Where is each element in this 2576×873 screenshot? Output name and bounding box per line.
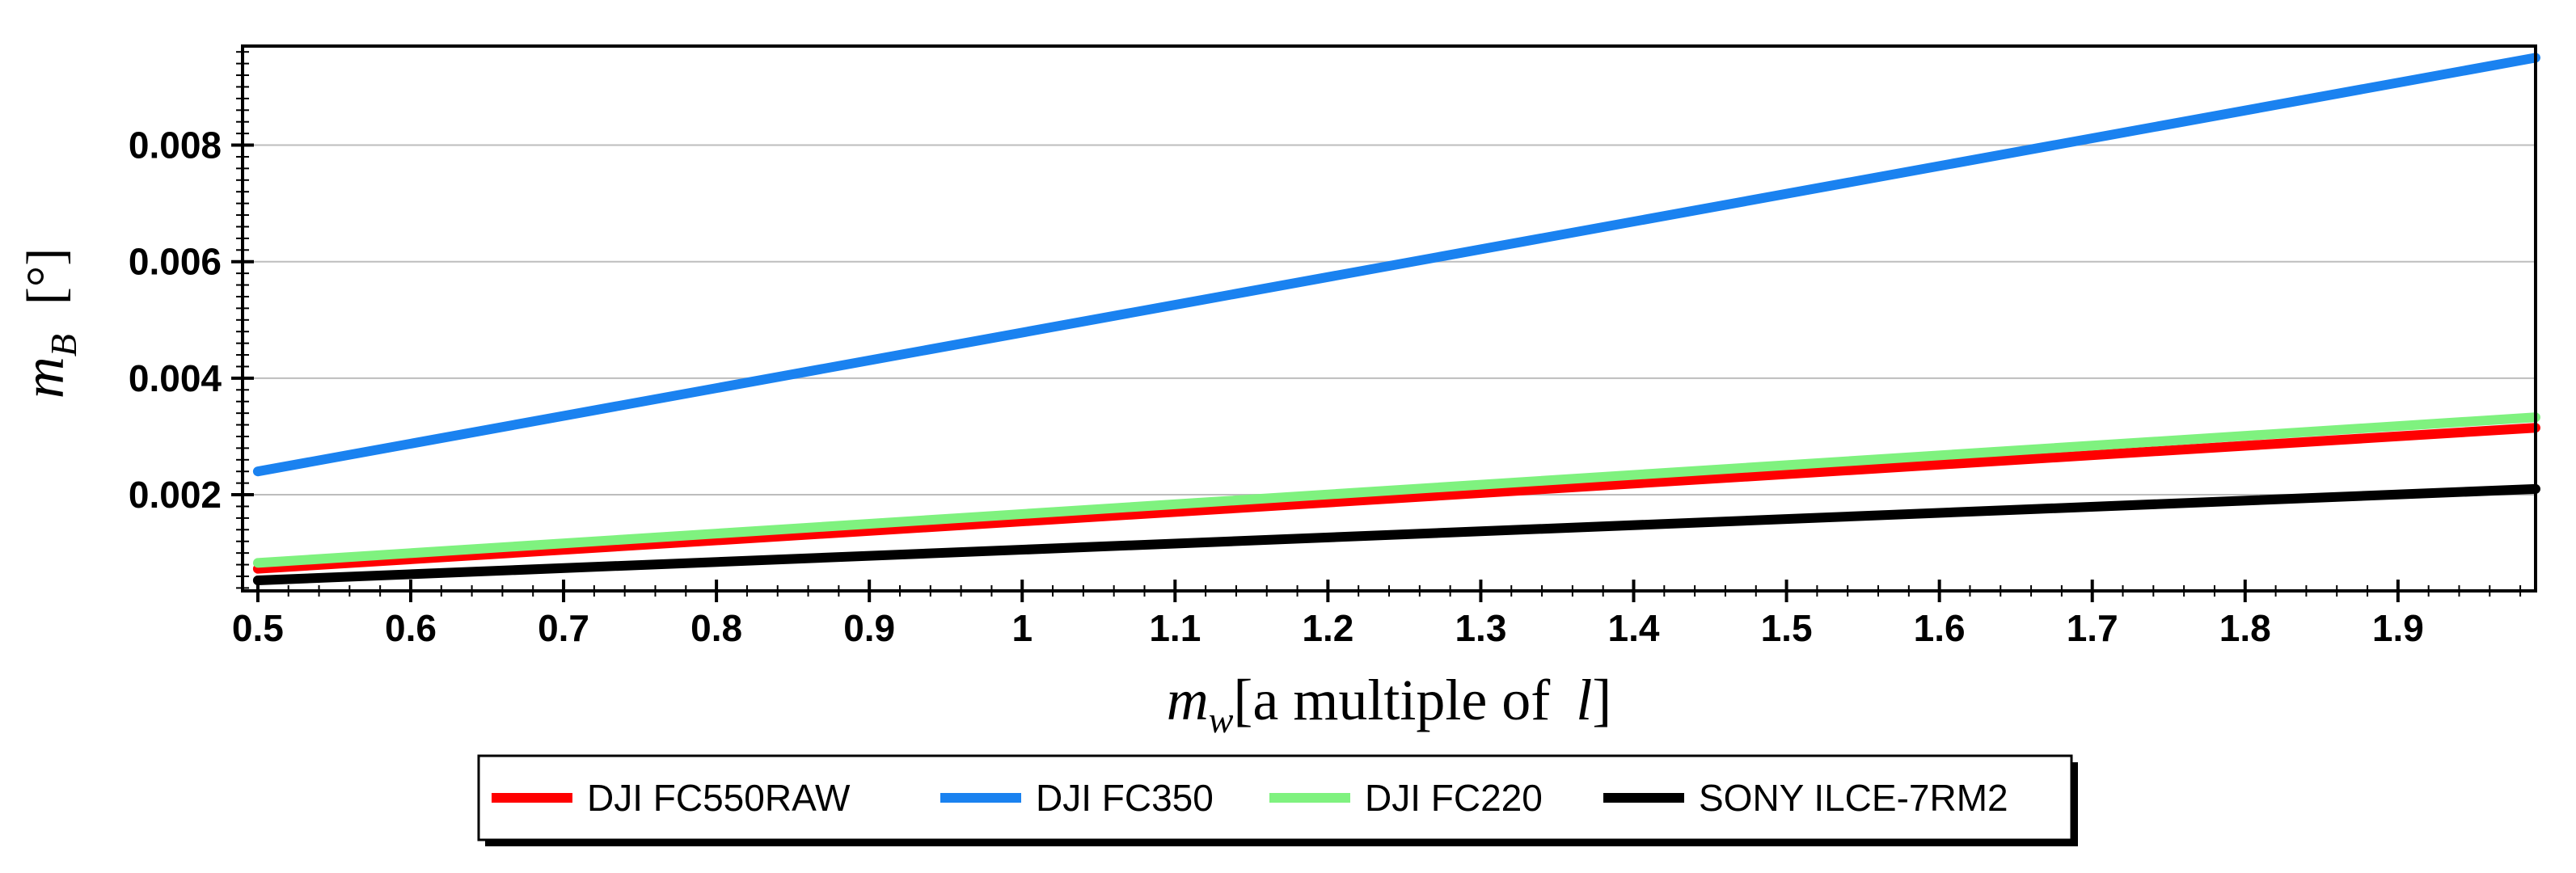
x-tick-label: 1.1	[1149, 607, 1201, 649]
svg-text:mw[a multiple of l]: mw[a multiple of l]	[1167, 668, 1612, 740]
x-tick-label: 1	[1011, 607, 1033, 649]
x-axis-subscript: w	[1209, 699, 1234, 740]
x-axis-var: l	[1576, 668, 1592, 732]
x-tick-label: 0.9	[843, 607, 895, 649]
x-axis-symbol: m	[1167, 668, 1209, 732]
x-tick-label: 1.6	[1914, 607, 1966, 649]
y-axis-symbol: m	[11, 356, 76, 399]
y-tick-label: 0.004	[129, 357, 222, 399]
y-axis-unit: [°]	[16, 248, 75, 305]
y-axis-subscript: B	[43, 334, 84, 356]
series-line-1	[252, 53, 2540, 477]
plot-frame	[241, 44, 2537, 593]
x-tick-label: 1.5	[1761, 607, 1813, 649]
x-axis-title: mw[a multiple of l]	[1167, 668, 1612, 740]
x-tick-label: 0.5	[232, 607, 284, 649]
y-tick-label: 0.006	[129, 241, 222, 283]
axis-ticks	[231, 51, 2522, 602]
x-tick-label: 1.2	[1302, 607, 1353, 649]
svg-text:mB[°]: mB [°]	[11, 248, 84, 399]
y-tick-label: 0.008	[129, 124, 222, 167]
x-tick-label: 1.7	[2067, 607, 2118, 649]
legend-label-1: DJI FC350	[1036, 777, 1214, 819]
x-tick-label: 1.9	[2372, 607, 2424, 649]
x-tick-label: 0.6	[385, 607, 437, 649]
legend-label-0: DJI FC550RAW	[587, 777, 851, 819]
x-tick-label: 1.8	[2219, 607, 2271, 649]
x-tick-label: 1.4	[1608, 607, 1660, 649]
x-tick-label: 0.7	[538, 607, 589, 649]
x-axis-text: [a multiple of	[1233, 668, 1565, 732]
legend-label-2: DJI FC220	[1365, 777, 1543, 819]
y-axis-title: mB [°]	[11, 248, 84, 399]
y-tick-label: 0.002	[129, 474, 222, 516]
legend: DJI FC550RAW DJI FC350 DJI FC220 SONY ILCE-…	[477, 754, 2078, 846]
series-line-0	[252, 423, 2540, 574]
series-line-2	[252, 412, 2540, 568]
series-line-3	[252, 483, 2540, 585]
x-tick-label: 0.8	[690, 607, 742, 649]
x-tick-label: 1.3	[1455, 607, 1506, 649]
series-lines	[252, 53, 2540, 585]
tick-labels: 0.002 0.004 0.006 0.008 0.5 0.6 0.7 0.8 0.9 1 1.1 1…	[129, 124, 2424, 649]
legend-label-3: SONY ILCE-7RM2	[1699, 777, 2008, 819]
x-axis-close: ]	[1592, 668, 1611, 732]
